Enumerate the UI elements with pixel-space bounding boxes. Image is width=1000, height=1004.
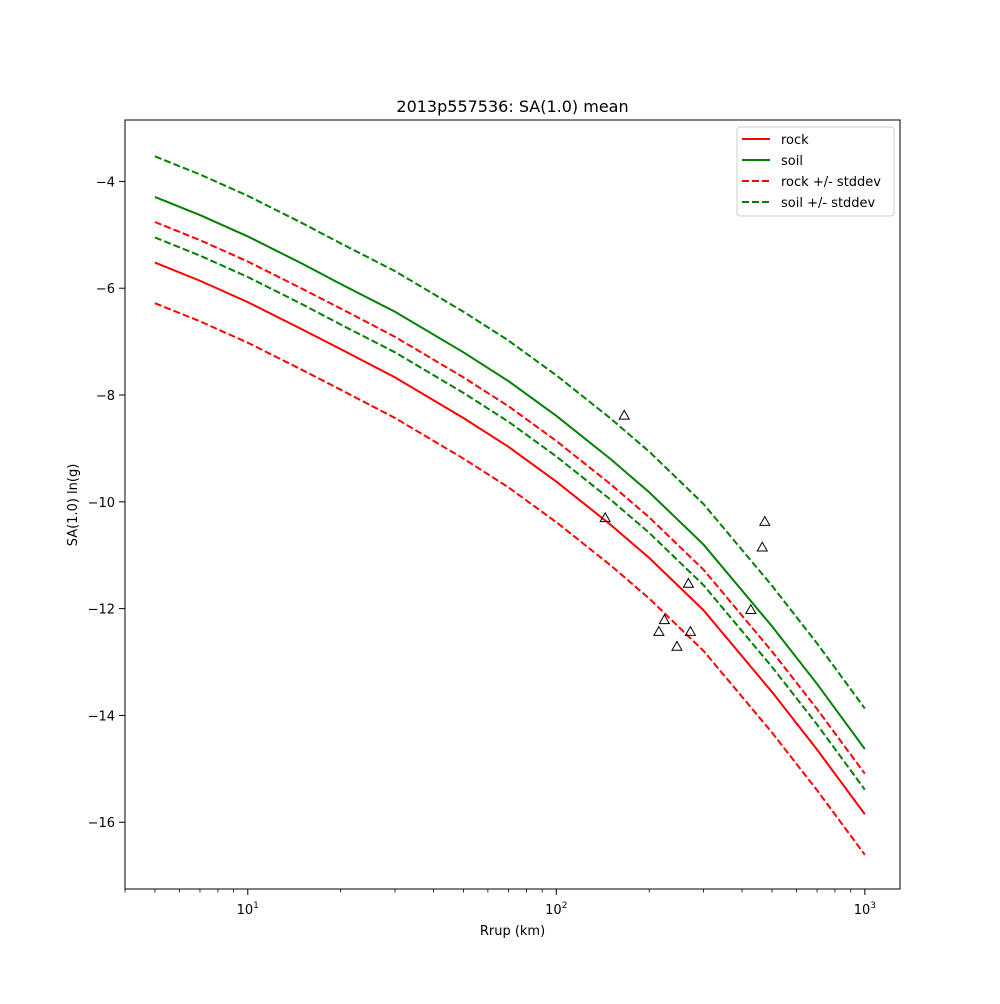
- legend-label-2: rock +/- stddev: [781, 175, 881, 190]
- x-tick-label-1: 102: [545, 901, 567, 918]
- x-axis-label: Rrup (km): [480, 924, 545, 939]
- y-axis: −4 −6 −8 −10 −12 −14 −16: [88, 175, 125, 831]
- y-tick-label-2: −8: [96, 389, 115, 404]
- legend-label-3: soil +/- stddev: [781, 196, 876, 211]
- series-line-soil-1: [154, 195, 866, 750]
- plot-area: [124, 119, 901, 890]
- observation-point-5: [682, 577, 695, 588]
- observation-point-0: [599, 511, 612, 523]
- series-line-rock-0: [154, 261, 866, 815]
- x-tick-label-2: 103: [854, 901, 876, 918]
- legend-label-1: soil: [781, 154, 803, 169]
- observation-point-7: [744, 603, 757, 614]
- series-line-band-5: [154, 236, 866, 791]
- y-axis-label: SA(1.0) ln(g): [66, 464, 81, 547]
- plot-frame: [124, 119, 901, 890]
- observation-point-9: [758, 515, 771, 526]
- y-tick-label-0: −4: [96, 175, 115, 190]
- observation-point-1: [618, 409, 631, 420]
- observation-point-6: [684, 625, 697, 636]
- legend-label-0: rock: [781, 133, 809, 148]
- y-tick-label-6: −16: [88, 816, 115, 831]
- y-tick-label-3: −10: [88, 496, 115, 511]
- y-tick-label-1: −6: [96, 282, 115, 297]
- y-tick-label-4: −12: [88, 603, 115, 618]
- legend: rock soil rock +/- stddev soil +/- stddev: [736, 126, 895, 217]
- chart-title: 2013p557536: SA(1.0) mean: [396, 97, 628, 116]
- legend-box: [736, 126, 895, 217]
- y-tick-label-5: −14: [88, 709, 115, 724]
- series-line-rock-stddev-2: [154, 221, 866, 775]
- observation-point-4: [671, 640, 683, 651]
- series-line-band-3: [154, 302, 866, 856]
- observation-point-3: [658, 613, 671, 625]
- observation-point-8: [756, 541, 769, 552]
- x-axis: 101 102 103: [124, 889, 876, 918]
- x-tick-label-0: 101: [237, 901, 259, 918]
- observation-point-2: [653, 625, 665, 636]
- series-line-soil-stddev-4: [154, 155, 866, 710]
